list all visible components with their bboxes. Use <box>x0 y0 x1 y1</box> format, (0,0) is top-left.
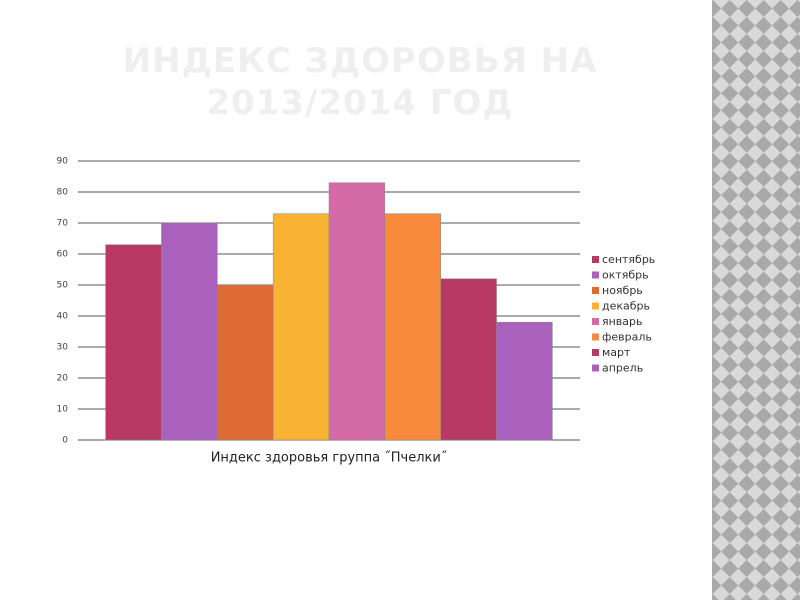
y-tick-label: 60 <box>57 250 69 260</box>
legend-swatch <box>592 302 599 310</box>
x-tick-label: Индекс здоровья группа ˝Пчелки˝ <box>211 451 448 466</box>
bar <box>217 284 274 441</box>
bar <box>105 244 162 441</box>
legend-swatch <box>592 318 599 325</box>
y-tick-label: 20 <box>57 374 69 384</box>
legend-swatch <box>592 364 599 372</box>
y-tick-label: 0 <box>62 436 68 446</box>
y-tick-label: 40 <box>57 312 69 322</box>
legend-swatch <box>592 349 599 356</box>
bar <box>440 278 497 441</box>
legend-swatch <box>592 256 599 263</box>
legend-swatch <box>592 271 599 279</box>
legend-label: апрель <box>602 362 643 375</box>
legend-label: февраль <box>602 331 652 344</box>
bar <box>384 213 441 441</box>
plot: 0 10 20 30 40 50 60 70 80 90 Индекс здоровья групп… <box>57 157 656 466</box>
bar <box>496 321 553 441</box>
legend-label: март <box>602 346 631 359</box>
legend-label: октябрь <box>602 269 649 282</box>
y-tick-label: 30 <box>57 343 69 353</box>
legend-label: сентябрь <box>602 253 655 266</box>
legend-label: январь <box>602 315 643 328</box>
y-tick-label: 90 <box>57 157 69 167</box>
y-tick-label: 50 <box>57 281 69 291</box>
y-tick-label: 10 <box>57 405 69 415</box>
bar <box>328 182 386 441</box>
legend-label: декабрь <box>602 300 650 313</box>
legend-swatch <box>592 287 599 294</box>
y-tick-label: 80 <box>57 188 69 198</box>
legend-label: ноябрь <box>602 284 643 297</box>
bar <box>161 222 218 441</box>
bar <box>272 213 330 441</box>
y-tick-label: 70 <box>57 219 69 229</box>
slide-title: ИНДЕКС ЗДОРОВЬЯ НА 2013/2014 ГОД <box>122 41 598 123</box>
legend-swatch <box>592 333 599 341</box>
side-pattern <box>712 0 800 600</box>
